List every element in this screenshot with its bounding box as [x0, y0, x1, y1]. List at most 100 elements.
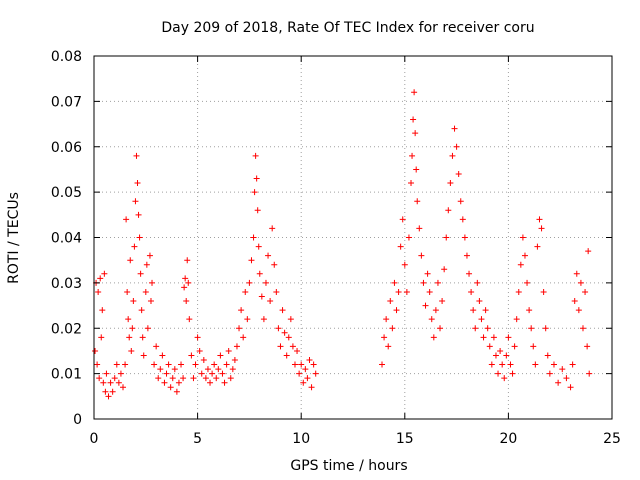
- data-point: [567, 384, 574, 391]
- data-point: [507, 361, 514, 368]
- data-point: [175, 379, 182, 386]
- data-point: [459, 216, 466, 223]
- data-point: [383, 316, 390, 323]
- data-point: [509, 370, 516, 377]
- data-point: [488, 361, 495, 368]
- data-point: [490, 334, 497, 341]
- data-point: [466, 270, 473, 277]
- data-point: [183, 298, 190, 305]
- data-point: [310, 361, 317, 368]
- data-point: [147, 298, 154, 305]
- data-point: [244, 316, 251, 323]
- data-point: [138, 307, 145, 314]
- data-point: [559, 366, 566, 373]
- data-point: [209, 370, 216, 377]
- data-point: [213, 375, 220, 382]
- data-point: [262, 279, 269, 286]
- data-point: [497, 347, 504, 354]
- data-point: [482, 307, 489, 314]
- data-point: [105, 393, 112, 400]
- data-point: [447, 180, 454, 187]
- data-point: [391, 279, 398, 286]
- data-point: [521, 252, 528, 259]
- data-point: [451, 125, 458, 132]
- data-point: [198, 370, 205, 377]
- data-point: [524, 279, 531, 286]
- data-point: [101, 270, 108, 277]
- data-point: [231, 357, 238, 364]
- data-point: [137, 270, 144, 277]
- data-point: [300, 379, 307, 386]
- data-point: [127, 257, 134, 264]
- data-point: [254, 207, 261, 214]
- data-point: [123, 216, 130, 223]
- data-point: [184, 257, 191, 264]
- data-point: [550, 361, 557, 368]
- data-point: [287, 316, 294, 323]
- data-point: [265, 252, 272, 259]
- data-point: [484, 325, 491, 332]
- data-point: [410, 116, 417, 123]
- data-point: [408, 180, 415, 187]
- data-point: [517, 261, 524, 268]
- data-point: [542, 325, 549, 332]
- data-point: [132, 198, 139, 205]
- data-point: [157, 366, 164, 373]
- y-tick-label: 0.03: [51, 276, 82, 292]
- data-point: [171, 366, 178, 373]
- data-point: [519, 234, 526, 241]
- data-point: [385, 343, 392, 350]
- x-tick-label: 20: [499, 431, 517, 447]
- data-point: [204, 366, 211, 373]
- data-point: [528, 325, 535, 332]
- data-point: [468, 288, 475, 295]
- data-point: [167, 384, 174, 391]
- axis-ticks: 0 5 10 15 20 25 0 0.01 0.02 0.03 0.04 0.05 0.06 0.07 0…: [51, 49, 621, 447]
- data-point: [279, 307, 286, 314]
- data-point: [225, 347, 232, 354]
- data-point: [271, 261, 278, 268]
- data-point: [281, 329, 288, 336]
- data-point: [124, 288, 131, 295]
- data-point: [393, 307, 400, 314]
- y-tick-label: 0.05: [51, 185, 82, 201]
- data-point: [107, 379, 114, 386]
- x-axis-label: GPS time / hours: [290, 458, 407, 474]
- data-point: [113, 361, 120, 368]
- data-point: [418, 252, 425, 259]
- data-point: [223, 361, 230, 368]
- data-point: [515, 288, 522, 295]
- data-point: [219, 370, 226, 377]
- data-point: [505, 334, 512, 341]
- data-point: [211, 361, 218, 368]
- data-point: [182, 275, 189, 282]
- data-point: [513, 316, 520, 323]
- data-point: [103, 370, 110, 377]
- data-point: [540, 288, 547, 295]
- data-point: [117, 370, 124, 377]
- data-point: [461, 234, 468, 241]
- data-point: [126, 334, 133, 341]
- data-point: [95, 288, 102, 295]
- data-point: [422, 302, 429, 309]
- data-point: [526, 307, 533, 314]
- data-point: [426, 288, 433, 295]
- data-point: [395, 288, 402, 295]
- data-point: [585, 248, 592, 255]
- data-point: [200, 357, 207, 364]
- data-point: [302, 366, 309, 373]
- data-point: [409, 152, 416, 159]
- data-point: [430, 334, 437, 341]
- data-point: [253, 175, 260, 182]
- data-point: [289, 343, 296, 350]
- data-point: [455, 170, 462, 177]
- data-point: [306, 357, 313, 364]
- data-point: [229, 366, 236, 373]
- data-point: [273, 288, 280, 295]
- data-point: [478, 316, 485, 323]
- data-point: [381, 334, 388, 341]
- data-point: [308, 384, 315, 391]
- data-point: [470, 307, 477, 314]
- data-point: [161, 379, 168, 386]
